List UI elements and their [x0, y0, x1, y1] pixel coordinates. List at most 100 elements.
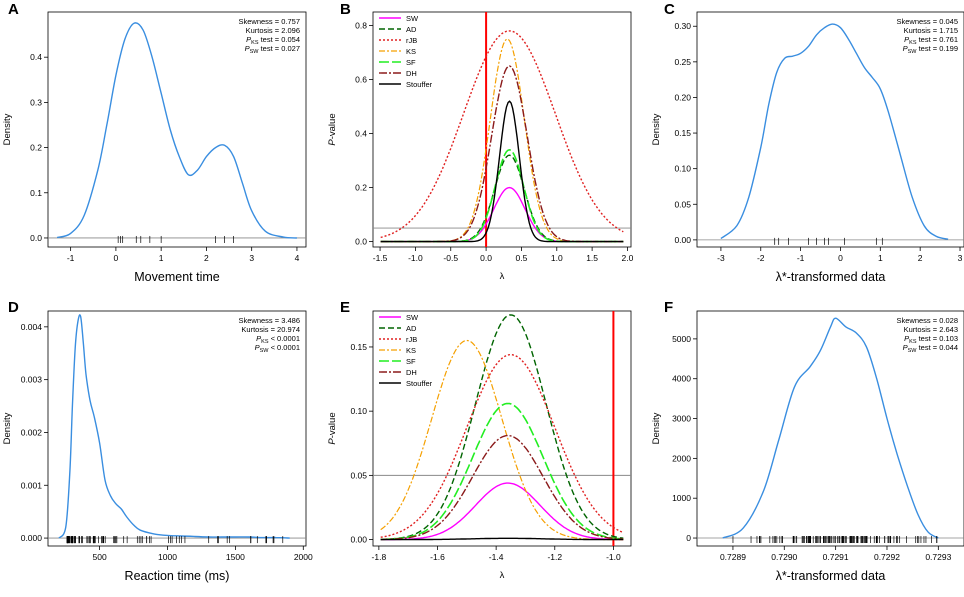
y-tick-label: 0.002: [21, 427, 43, 437]
y-axis-label: Density: [651, 113, 662, 145]
y-tick-label: 0.4: [355, 129, 367, 139]
y-tick-label: 0.10: [350, 406, 367, 416]
y-tick-label: 0.001: [21, 480, 43, 490]
stat-line: Skewness = 0.028: [897, 316, 959, 325]
x-tick-label: 3: [249, 253, 254, 263]
stat-line: PKS test = 0.103: [904, 334, 958, 345]
series-line-DH: [380, 434, 624, 541]
series-line-Stouffer: [380, 537, 624, 541]
panel-F: F 0.7289 0.7290 0.7291 0.7292 0.7293 0 1000 2000…: [651, 299, 964, 583]
x-tick-label: -1.0: [408, 253, 423, 263]
stat-line: Kurtosis = 1.715: [904, 26, 958, 35]
x-axis-label: λ*-transformed data: [776, 569, 886, 583]
x-tick-label: 0: [838, 253, 843, 263]
plot-frame: [372, 310, 632, 547]
x-axis-label: Reaction time (ms): [125, 569, 230, 583]
x-tick-label: 0.7289: [720, 552, 746, 562]
y-tick-label: 0.05: [350, 470, 367, 480]
y-tick-label: 4000: [672, 374, 691, 384]
plot-frame: [47, 310, 307, 547]
x-tick-label: -1: [67, 253, 75, 263]
panel-B: B -1.5 -1.0 -0.5 0.0 0.5 1.0 1.5 2.0 0.0 0.2 0.4 0.6…: [327, 1, 634, 282]
stat-line: Skewness = 3.486: [239, 316, 301, 325]
stat-line: PSW < 0.0001: [255, 343, 300, 354]
x-tick-label: 4: [295, 253, 300, 263]
x-tick-label: -1.0: [606, 552, 621, 562]
legend-label-Stouffer: Stouffer: [406, 80, 433, 89]
stat-line: PKS < 0.0001: [256, 334, 300, 345]
x-tick-label: -0.5: [443, 253, 458, 263]
density-curve: [56, 22, 297, 239]
x-tick-label: 0.0: [480, 253, 492, 263]
y-axis-label: P-value: [327, 412, 338, 444]
panel-A: A -1 0 1 2 3 4 0.0 0.1 0.2 0.3 0.4 Movement time Dens…: [2, 1, 307, 284]
y-tick-label: 1000: [672, 493, 691, 503]
series-line-KS: [380, 339, 624, 541]
plot-frame: [696, 11, 964, 248]
panel-letter-B: B: [340, 1, 351, 18]
panel-letter-E: E: [340, 299, 350, 316]
plot-frame: [696, 310, 964, 547]
y-tick-label: 0.0: [30, 233, 42, 243]
x-tick-label: 2: [918, 253, 923, 263]
x-tick-label: 0.7291: [823, 552, 849, 562]
legend-label-SW: SW: [406, 14, 419, 23]
x-tick-label: -1.8: [372, 552, 387, 562]
x-tick-label: 2: [204, 253, 209, 263]
y-axis-label: Density: [651, 412, 662, 444]
y-tick-label: 3000: [672, 414, 691, 424]
x-tick-label: 3: [958, 253, 963, 263]
y-tick-label: 0.15: [350, 342, 367, 352]
y-tick-label: 0.15: [674, 128, 691, 138]
y-tick-label: 0.4: [30, 52, 42, 62]
legend-label-AD: AD: [406, 25, 417, 34]
x-tick-label: 1500: [226, 552, 245, 562]
series-line-SW: [380, 186, 624, 243]
y-axis-label: P-value: [327, 113, 338, 145]
legend-label-SF: SF: [406, 58, 416, 67]
series-line-DH: [380, 65, 624, 243]
legend-label-rJB: rJB: [406, 335, 417, 344]
legend-label-DH: DH: [406, 69, 417, 78]
x-tick-label: -1.5: [373, 253, 388, 263]
legend-label-SF: SF: [406, 357, 416, 366]
legend-label-KS: KS: [406, 346, 416, 355]
plot-frame: [47, 11, 307, 248]
y-tick-label: 0.2: [355, 183, 367, 193]
x-axis-label: Movement time: [134, 270, 219, 284]
panel-letter-C: C: [664, 1, 675, 18]
y-tick-label: 0.00: [350, 535, 367, 545]
panel-E: E -1.8 -1.6 -1.4 -1.2 -1.0 0.00 0.05 0.10 0.15 λ P-…: [327, 299, 632, 581]
density-curve: [722, 317, 939, 539]
y-tick-label: 0.25: [674, 57, 691, 67]
y-axis-label: Density: [2, 412, 13, 444]
stat-line: PSW test = 0.199: [903, 44, 958, 55]
y-tick-label: 0.003: [21, 375, 43, 385]
y-tick-label: 0.05: [674, 199, 691, 209]
x-tick-label: -2: [757, 253, 765, 263]
y-tick-label: 5000: [672, 334, 691, 344]
series-line-rJB: [380, 30, 624, 239]
stat-line: PKS test = 0.054: [246, 35, 300, 46]
panel-letter-F: F: [664, 299, 673, 316]
x-axis-label: λ*-transformed data: [776, 270, 886, 284]
plot-frame: [372, 11, 632, 248]
x-tick-label: 1: [878, 253, 883, 263]
stat-line: Skewness = 0.757: [239, 17, 301, 26]
y-tick-label: 0.0: [355, 237, 367, 247]
y-tick-label: 0.6: [355, 75, 367, 85]
stat-line: PSW test = 0.044: [903, 343, 958, 354]
x-tick-label: -1.6: [430, 552, 445, 562]
y-tick-label: 0: [686, 533, 691, 543]
y-tick-label: 0.20: [674, 92, 691, 102]
y-tick-label: 0.00: [674, 235, 691, 245]
x-tick-label: 0.7293: [925, 552, 951, 562]
panel-D: D 500 1000 1500 2000 0.000 0.001 0.002 0.003 0.00…: [2, 299, 313, 583]
legend-label-AD: AD: [406, 324, 417, 333]
stat-line: Kurtosis = 2.643: [904, 325, 958, 334]
stat-line: PKS test = 0.761: [904, 35, 958, 46]
y-tick-label: 0.2: [30, 143, 42, 153]
legend-label-KS: KS: [406, 47, 416, 56]
panel-letter-D: D: [8, 299, 19, 316]
